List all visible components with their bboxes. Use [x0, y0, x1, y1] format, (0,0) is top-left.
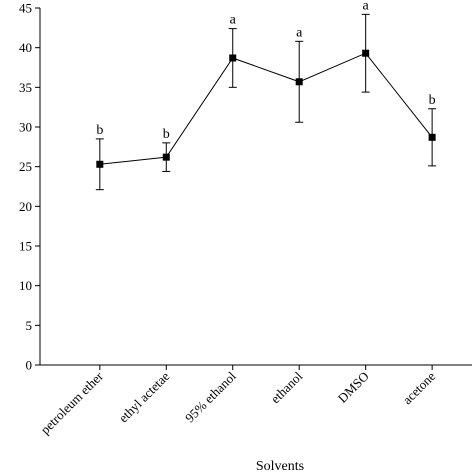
y-axis: 0 5 10 15 20 25 30 35 40 45 — [19, 1, 41, 373]
y-tick-label: 10 — [19, 278, 32, 293]
y-tick-label: 25 — [19, 159, 32, 174]
x-axis: petroleum ether ethyl actetae 95% ethanol e… — [37, 364, 472, 437]
series-line — [99, 52, 433, 165]
x-tick-label: ethyl actetae — [116, 368, 173, 425]
data-point — [428, 133, 436, 141]
y-tick-label: 5 — [26, 318, 33, 333]
y-tick-label: 20 — [19, 199, 32, 214]
significance-label: b — [163, 127, 170, 142]
significance-label: b — [429, 93, 436, 108]
y-tick-label: 15 — [19, 239, 32, 254]
y-tick-label: 0 — [26, 358, 33, 373]
data-point — [96, 160, 104, 168]
x-axis-title: Solvents — [256, 459, 304, 474]
y-tick-label: 35 — [19, 80, 32, 95]
data-point — [162, 153, 170, 161]
x-tick-label: petroleum ether — [37, 368, 106, 437]
significance-label: a — [230, 13, 237, 28]
x-tick-label: ethanol — [268, 368, 306, 406]
plot-area: b b a a a b — [95, 0, 437, 191]
x-tick-label: 95% ethanol — [182, 368, 239, 425]
x-tick-label: acetone — [400, 368, 439, 407]
y-tick-label: 30 — [19, 120, 32, 135]
significance-label: b — [96, 123, 103, 138]
significance-label: a — [363, 0, 370, 13]
x-tick-label: DMSO — [335, 369, 372, 406]
data-point — [229, 54, 237, 62]
significance-label: a — [296, 25, 303, 40]
y-tick-label: 40 — [19, 40, 32, 55]
data-point — [295, 78, 303, 86]
y-tick-label: 45 — [19, 1, 32, 16]
data-point — [362, 49, 370, 57]
